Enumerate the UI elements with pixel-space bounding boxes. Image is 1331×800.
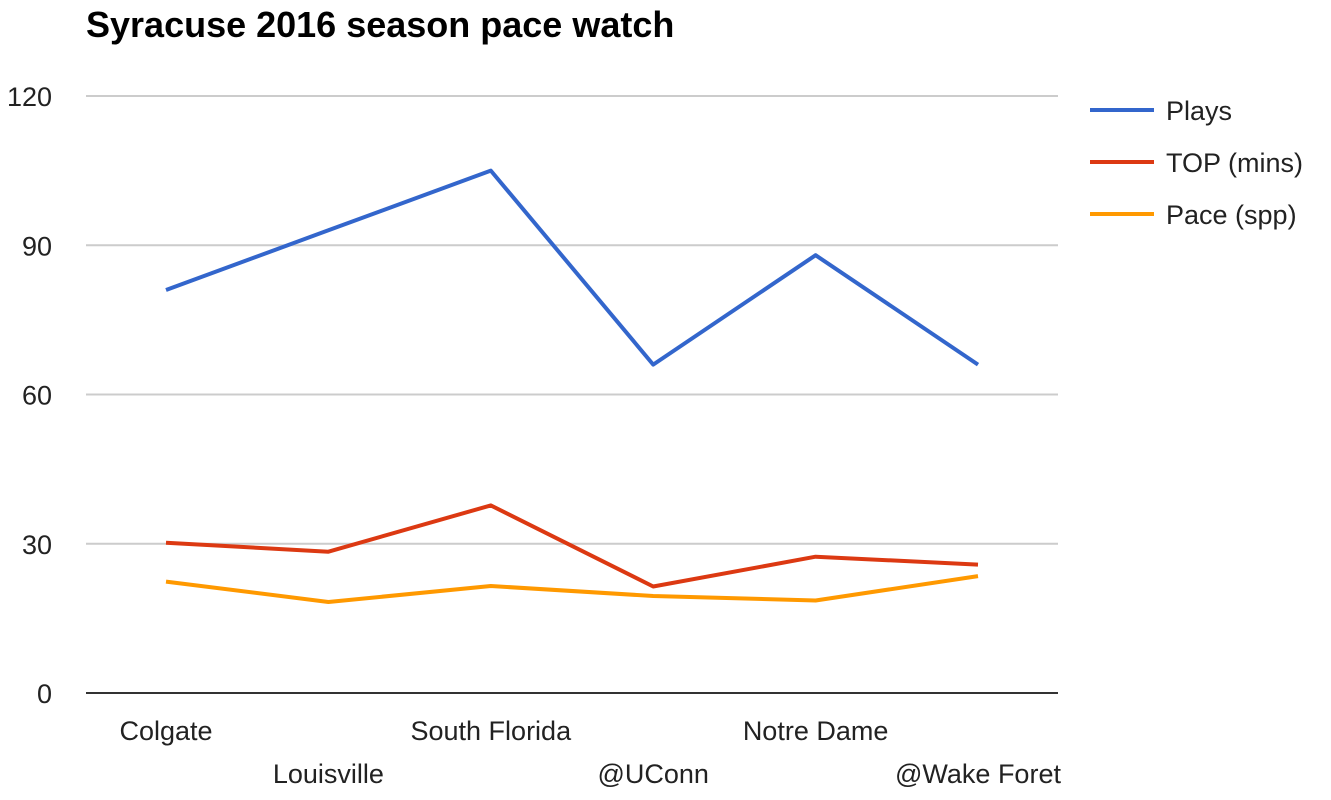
data-point: [814, 598, 818, 602]
series-lines: [164, 168, 980, 604]
series-line-plays: [165, 168, 980, 367]
x-tick-label: South Florida: [411, 716, 573, 746]
y-tick-label: 120: [7, 82, 52, 112]
y-axis-labels: 0 30 60 90 120: [7, 82, 52, 709]
legend-label: Pace (spp): [1166, 200, 1297, 230]
data-point: [326, 600, 330, 604]
data-point: [489, 503, 493, 507]
data-point: [326, 228, 330, 232]
data-point: [651, 594, 655, 598]
y-tick-label: 0: [37, 679, 52, 709]
series-line-pace-spp: [165, 574, 979, 604]
data-point: [651, 585, 655, 589]
data-point: [489, 584, 493, 588]
data-point: [976, 574, 980, 578]
gridlines: [86, 95, 1058, 694]
data-point: [814, 555, 818, 559]
x-tick-label: @Wake Foret: [895, 759, 1061, 789]
y-tick-label: 60: [22, 381, 52, 411]
data-point: [976, 563, 980, 567]
x-tick-label: Notre Dame: [743, 716, 889, 746]
x-tick-label: Colgate: [119, 716, 212, 746]
data-point: [976, 363, 980, 367]
data-point: [814, 253, 818, 257]
chart-title: Syracuse 2016 season pace watch: [86, 4, 675, 45]
legend: Plays TOP (mins) Pace (spp): [1090, 96, 1303, 230]
legend-label: TOP (mins): [1166, 148, 1303, 178]
y-tick-label: 30: [22, 530, 52, 560]
x-axis-labels: Colgate Louisville South Florida @UConn Notr…: [119, 716, 1061, 789]
x-tick-label: Louisville: [273, 759, 384, 789]
data-point: [489, 169, 493, 173]
data-point: [326, 550, 330, 554]
data-point: [164, 288, 168, 292]
legend-label: Plays: [1166, 96, 1232, 126]
data-point: [164, 580, 168, 584]
series-line-top-mins: [165, 503, 979, 589]
data-point: [651, 363, 655, 367]
data-point: [164, 541, 168, 545]
y-tick-label: 90: [22, 231, 52, 261]
x-tick-label: @UConn: [597, 759, 708, 789]
